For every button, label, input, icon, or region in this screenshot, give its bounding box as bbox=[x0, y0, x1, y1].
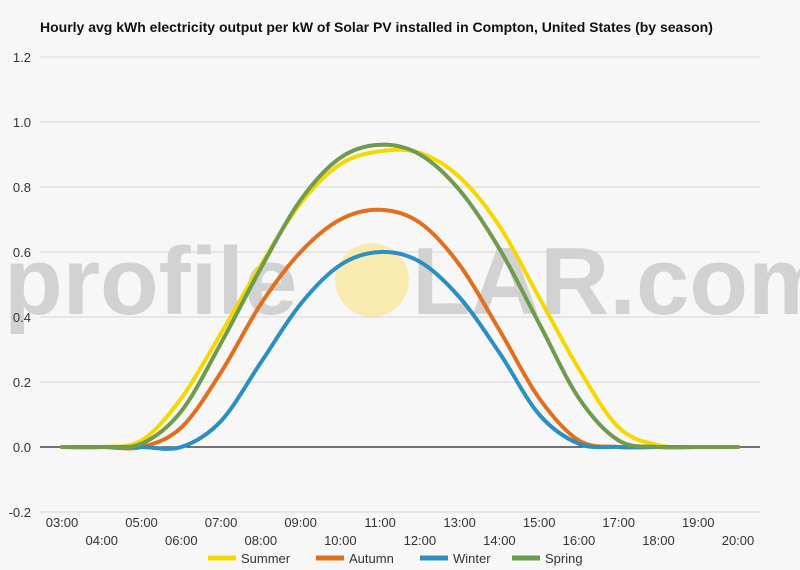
x-tick-label: 05:00 bbox=[125, 515, 158, 530]
x-tick-label: 13:00 bbox=[443, 515, 476, 530]
x-tick-label: 14:00 bbox=[483, 533, 516, 548]
legend-label-autumn: Autumn bbox=[349, 551, 394, 566]
x-axis-ticks: 03:00 04:00 05:00 06:00 07:00 08:00 09:00 10:00… bbox=[46, 515, 755, 548]
y-tick-label: 0.0 bbox=[13, 440, 31, 455]
x-tick-label: 11:00 bbox=[364, 515, 396, 530]
y-tick-label: -0.2 bbox=[9, 505, 31, 520]
legend-label-winter: Winter bbox=[453, 551, 491, 566]
x-tick-label: 06:00 bbox=[165, 533, 198, 548]
y-tick-label: 1.0 bbox=[13, 115, 31, 130]
y-tick-label: 0.8 bbox=[13, 180, 31, 195]
watermark-sun bbox=[335, 243, 409, 317]
series-lines bbox=[60, 142, 740, 451]
y-tick-label: 0.2 bbox=[13, 375, 31, 390]
y-tick-label: 0.6 bbox=[13, 245, 31, 260]
chart-title: Hourly avg kWh electricity output per kW… bbox=[40, 19, 713, 35]
x-tick-label: 03:00 bbox=[46, 515, 79, 530]
watermark-text-left: profile bbox=[4, 228, 297, 335]
x-tick-label: 15:00 bbox=[523, 515, 556, 530]
x-tick-label: 10:00 bbox=[324, 533, 357, 548]
y-axis-ticks: -0.2 0.0 0.2 0.4 0.6 0.8 1.0 1.2 bbox=[9, 50, 31, 520]
legend: Summer Autumn Winter Spring bbox=[208, 551, 583, 566]
x-tick-label: 18:00 bbox=[642, 533, 675, 548]
watermark: profile LAR.com bbox=[4, 228, 800, 335]
x-tick-label: 20:00 bbox=[722, 533, 755, 548]
legend-label-summer: Summer bbox=[241, 551, 291, 566]
series-line-spring bbox=[60, 142, 740, 450]
x-tick-label: 04:00 bbox=[85, 533, 118, 548]
x-tick-label: 19:00 bbox=[682, 515, 715, 530]
x-tick-label: 07:00 bbox=[205, 515, 238, 530]
x-tick-label: 16:00 bbox=[563, 533, 596, 548]
legend-label-spring: Spring bbox=[545, 551, 583, 566]
x-tick-label: 09:00 bbox=[284, 515, 317, 530]
y-tick-label: 1.2 bbox=[13, 50, 31, 65]
series-line-winter bbox=[60, 249, 740, 451]
x-tick-label: 08:00 bbox=[245, 533, 278, 548]
y-tick-label: 0.4 bbox=[13, 310, 31, 325]
x-tick-label: 17:00 bbox=[602, 515, 635, 530]
x-tick-label: 12:00 bbox=[404, 533, 437, 548]
